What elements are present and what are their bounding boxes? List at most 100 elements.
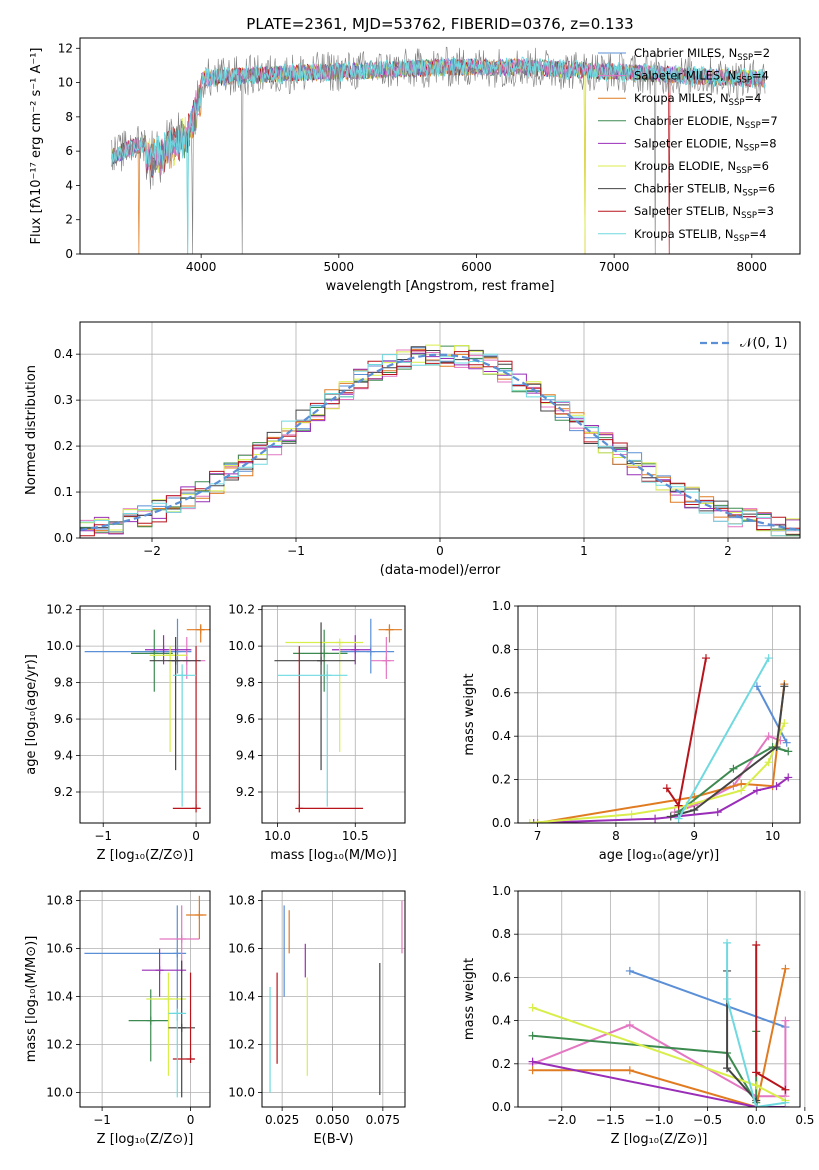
legend-text: Salpeter ELODIE, N [634, 136, 744, 150]
y-axis-label: Flux [fλ10⁻¹⁷ erg cm⁻² s⁻¹ A⁻¹] [29, 48, 44, 245]
legend-count: =8 [760, 136, 777, 150]
weight-marker-salpeter_stelib [674, 801, 683, 810]
y-tick-label: 0.8 [492, 642, 511, 656]
y-tick-label: 10.4 [46, 990, 73, 1004]
x-tick-label: 10 [765, 829, 780, 843]
weight-marker-salpeter_elodie [528, 1057, 537, 1066]
y-tick-label: 12 [58, 41, 73, 55]
legend-label-salpeter_stelib: Salpeter STELIB, NSSP=3 [634, 204, 774, 221]
y-tick-label: 0.6 [492, 686, 511, 700]
weight-marker-chabrier_stelib [666, 812, 675, 821]
x-axis-label: Z [log₁₀(Z/Z⊙)] [611, 1132, 708, 1147]
x-tick-label: −1.5 [596, 1113, 625, 1127]
weight-line-chabrier_miles [756, 685, 788, 744]
plot-area-weight_vs_Z [528, 938, 790, 1107]
weight-marker-kroupa_elodie [627, 810, 636, 819]
x-tick-label: 4000 [186, 260, 217, 274]
axes-frame [79, 37, 801, 255]
x-tick-label: 8 [612, 829, 620, 843]
x-tick-label: 0.075 [366, 1113, 400, 1127]
x-tick-label: −2.0 [547, 1113, 576, 1127]
y-axis-label: mass weight [462, 673, 477, 755]
y-tick-label: 0.0 [54, 531, 73, 545]
legend-text: Salpeter STELIB, N [634, 204, 741, 218]
weight-marker-salpeter_elodie [784, 773, 793, 782]
legend-label-kroupa_elodie: Kroupa ELODIE, NSSP=6 [634, 159, 769, 176]
spectrum-model-kroupa_stelib [111, 56, 766, 254]
y-tick-label: 0.2 [492, 1057, 511, 1071]
y-tick-label: 10.2 [228, 603, 255, 617]
weight-line-chabrier_miles [629, 969, 786, 1029]
y-tick-label: 9.4 [236, 749, 255, 763]
y-tick-label: 0.0 [492, 816, 511, 830]
y-tick-label: 0.1 [54, 485, 73, 499]
y-tick-label: 0.4 [492, 1014, 511, 1028]
plot-area-mass_vs_Z [84, 895, 207, 1098]
x-tick-label: 7000 [599, 260, 630, 274]
legend-text: Kroupa ELODIE, N [634, 159, 736, 173]
axes-frame [79, 321, 801, 539]
y-tick-label: 10 [58, 76, 73, 90]
axes-frame [79, 605, 211, 824]
panel-weight_vs_age: 7 8 9 10 0.0 0.2 0.4 0.6 0.8 1.0 age [log₁₀(age/yr… [462, 599, 801, 863]
weight-marker-kroupa_stelib [723, 938, 732, 947]
x-tick-label: −1 [287, 544, 305, 558]
weight-marker-salpeter_elodie [772, 782, 781, 791]
legend-subscript: SSP [737, 53, 753, 63]
weight-marker-chabrier_elodie [528, 1031, 537, 1040]
legend-text: Kroupa MILES, N [634, 91, 729, 105]
weight-marker-salpeter_elodie [651, 814, 660, 823]
legend-count: =4 [752, 69, 769, 83]
axes-frame [517, 890, 801, 1108]
legend-subscript: SSP [729, 98, 745, 108]
weight-marker-chabrier_stelib [690, 805, 699, 814]
y-tick-label: 0 [65, 247, 73, 261]
weight-marker-kroupa_elodie [737, 786, 746, 795]
plot-area-residuals [80, 344, 800, 537]
x-axis-label: mass [log₁₀(M/M⊙)] [270, 848, 397, 863]
weight-marker-kroupa_elodie [528, 1003, 537, 1012]
y-axis-label: age [log₁₀(age/yr)] [24, 654, 39, 775]
legend-label-salpeter_miles: Salpeter MILES, NSSP=4 [634, 69, 769, 86]
y-tick-label: 8 [65, 110, 73, 124]
x-tick-label: −0.5 [693, 1113, 722, 1127]
weight-marker-chabrier_stelib [723, 1064, 732, 1073]
y-tick-label: 0.4 [492, 729, 511, 743]
figure-title: PLATE=2361, MJD=53762, FIBERID=0376, z=0… [246, 15, 633, 33]
y-axis-label: mass weight [462, 958, 477, 1040]
legend-text: Kroupa STELIB, N [634, 227, 734, 241]
legend-count: =7 [761, 114, 778, 128]
legend-label-normal: 𝒩(0, 1) [740, 336, 787, 351]
weight-marker-chabrier_miles [752, 682, 761, 691]
weight-marker-chabrier_elodie [784, 747, 793, 756]
x-tick-label: 7 [534, 829, 542, 843]
weight-marker-kroupa_stelib [752, 1103, 761, 1107]
x-tick-label: 6000 [461, 260, 492, 274]
y-tick-label: 10.0 [228, 639, 255, 653]
weight-line-chabrier_elodie [677, 745, 789, 813]
legend-label-chabrier_elodie: Chabrier ELODIE, NSSP=7 [634, 114, 778, 131]
y-tick-label: 6 [65, 144, 73, 158]
panel-mass_vs_ebv: 0.025 0.050 0.075 10.0 10.2 10.4 10.6 10.8 E(B-V… [228, 890, 406, 1147]
plot-area-mass_vs_ebv [269, 900, 403, 1095]
x-axis-label: Z [log₁₀(Z/Z⊙)] [97, 848, 194, 863]
y-tick-label: 4 [65, 178, 73, 192]
normal-curve [80, 353, 800, 531]
legend-text: Salpeter MILES, N [634, 69, 736, 83]
plot-area-spectrum [111, 46, 766, 254]
x-axis-label: Z [log₁₀(Z/Z⊙)] [97, 1132, 194, 1147]
y-tick-label: 0.2 [492, 773, 511, 787]
plot-area-weight_vs_age [525, 654, 793, 823]
weight-line-kroupa_miles [532, 968, 787, 1107]
panel-age_vs_Z: −1 0 9.2 9.4 9.6 9.8 10.0 10.2 Z [log₁₀(Z/Z⊙)] ag… [24, 603, 211, 863]
legend-count: =2 [753, 46, 770, 60]
x-tick-label: 10.5 [342, 829, 369, 843]
axes-frame [261, 890, 406, 1108]
weight-line-kroupa_stelib [726, 942, 786, 1107]
x-tick-label: 0.0 [747, 1113, 766, 1127]
weight-line-salpeter_elodie [533, 776, 789, 823]
legend-label-salpeter_elodie: Salpeter ELODIE, NSSP=8 [634, 136, 777, 153]
legend-count: =3 [757, 204, 774, 218]
legend-label-chabrier_miles: Chabrier MILES, NSSP=2 [634, 46, 770, 63]
legend-label-kroupa_miles: Kroupa MILES, NSSP=4 [634, 91, 761, 108]
